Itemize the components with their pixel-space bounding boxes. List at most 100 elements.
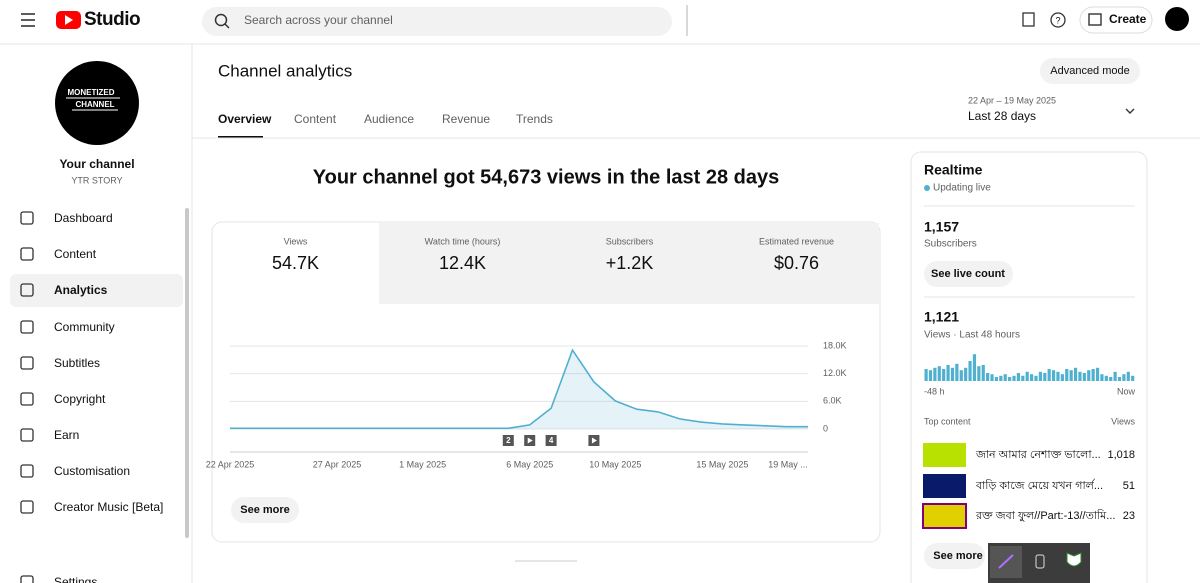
realtime-bar xyxy=(1104,375,1108,381)
thumbnail[interactable] xyxy=(923,474,966,498)
realtime-bar xyxy=(1126,371,1130,381)
search-icon-handle xyxy=(224,23,230,29)
metric-label: Views xyxy=(284,236,308,246)
realtime-bar xyxy=(1100,374,1104,381)
nav-icon[interactable] xyxy=(20,575,34,583)
nav-icon[interactable] xyxy=(20,211,34,225)
x-tick-label: 22 Apr 2025 xyxy=(206,459,255,469)
nav-item[interactable]: Subtitles xyxy=(54,356,100,370)
realtime-bar xyxy=(933,367,937,381)
realtime-bar xyxy=(1078,371,1082,381)
toolbar-usb[interactable] xyxy=(1035,554,1045,569)
content-title[interactable]: বাড়ি কাজে মেয়ে যখন গার্ল... xyxy=(975,479,1103,492)
help-icon[interactable] xyxy=(1050,12,1066,28)
help-mark: ? xyxy=(1055,15,1060,25)
realtime-bar xyxy=(1021,375,1025,381)
nav-icon[interactable] xyxy=(20,392,34,406)
advanced-mode-label: Advanced mode xyxy=(1050,65,1130,77)
realtime-bar xyxy=(977,366,981,381)
metric-cell[interactable] xyxy=(713,223,879,304)
thumbnail[interactable] xyxy=(922,503,967,529)
nav-item[interactable]: Copyright xyxy=(54,392,106,406)
rt-see-more-button[interactable] xyxy=(924,543,985,569)
realtime-bar xyxy=(968,361,972,381)
x-tick-label: 1 May 2025 xyxy=(399,459,446,469)
menu-button[interactable] xyxy=(21,13,35,27)
video-marker-icon xyxy=(527,437,533,444)
nav-icon[interactable] xyxy=(20,356,34,370)
rt-see-more-label: See more xyxy=(933,550,983,562)
toolbar-pen-icon xyxy=(998,554,1014,569)
realtime-bar xyxy=(1034,375,1038,381)
x-tick-label: 27 Apr 2025 xyxy=(313,459,362,469)
nav-item[interactable]: Earn xyxy=(54,428,79,442)
tab[interactable]: Trends xyxy=(516,112,553,126)
logo-text[interactable]: Studio xyxy=(84,9,141,30)
live-count-button[interactable] xyxy=(924,261,1013,287)
metric-label: Estimated revenue xyxy=(759,236,834,246)
y-tick-label: 6.0K xyxy=(823,396,842,406)
nav-item[interactable]: Community xyxy=(54,320,115,334)
content-title[interactable]: রক্ত জবা ফুল//Part:-13//তামি... xyxy=(975,509,1115,522)
line xyxy=(230,348,808,430)
realtime-bar xyxy=(999,375,1003,381)
nav-icon[interactable] xyxy=(20,500,34,514)
metric-cell[interactable] xyxy=(546,223,713,304)
scrollbar[interactable] xyxy=(185,208,189,538)
annotation-marker[interactable] xyxy=(545,435,557,446)
nav-active-bg xyxy=(10,274,183,307)
nav-icon[interactable] xyxy=(20,464,34,478)
tab[interactable]: Content xyxy=(294,112,337,126)
realtime-bar xyxy=(1069,370,1073,381)
views-label: Views · Last 48 hours xyxy=(924,330,1020,341)
metric-cell[interactable] xyxy=(379,223,546,304)
advanced-mode-button[interactable] xyxy=(1040,58,1140,84)
feedback-icon[interactable] xyxy=(1022,12,1035,27)
realtime-bar xyxy=(955,363,959,381)
search-icon xyxy=(214,13,228,27)
logo-play xyxy=(65,15,73,25)
metric-value: +1.2K xyxy=(606,253,654,273)
nav-icon[interactable] xyxy=(20,320,34,334)
realtime-card xyxy=(910,151,1148,583)
nav-item[interactable]: Customisation xyxy=(54,464,130,478)
period-chevron[interactable] xyxy=(1125,108,1135,114)
see-more-button[interactable] xyxy=(231,497,299,523)
search-box[interactable] xyxy=(202,7,672,36)
page-title: Channel analytics xyxy=(218,61,352,80)
tab[interactable]: Revenue xyxy=(442,112,490,126)
realtime-bar xyxy=(972,354,977,381)
bars-end-label: Now xyxy=(1117,386,1136,396)
metric-value: 12.4K xyxy=(439,253,486,273)
realtime-bar xyxy=(964,367,968,381)
bars-start-label: -48 h xyxy=(924,386,945,396)
nav-icon[interactable] xyxy=(20,247,34,261)
nav-item[interactable]: Content xyxy=(54,247,97,261)
account-avatar[interactable] xyxy=(1165,7,1189,31)
annotation-label: 2 xyxy=(506,436,511,445)
thumbnail[interactable] xyxy=(923,443,966,467)
toolbar-shield[interactable] xyxy=(1066,552,1082,567)
annotation-marker[interactable] xyxy=(502,435,514,446)
tab[interactable]: Overview xyxy=(218,112,272,126)
nav-item[interactable]: Analytics xyxy=(54,283,108,297)
views-count: 1,121 xyxy=(924,309,959,325)
channel-avatar[interactable] xyxy=(55,61,139,145)
realtime-bar xyxy=(990,374,994,381)
search-placeholder: Search across your channel xyxy=(244,13,393,27)
nav-item[interactable]: Creator Music [Beta] xyxy=(54,500,163,514)
create-label: Create xyxy=(1109,12,1147,26)
nav-item[interactable]: Dashboard xyxy=(54,211,113,225)
realtime-bar xyxy=(1008,377,1012,381)
realtime-bar xyxy=(946,365,950,381)
content-title[interactable]: জান আমার নেশাক্ত ভালো... xyxy=(975,449,1101,461)
period[interactable]: Last 28 days xyxy=(968,109,1036,123)
tab[interactable]: Audience xyxy=(364,112,414,126)
nav-item[interactable]: Settings xyxy=(54,575,97,583)
nav-icon[interactable] xyxy=(20,428,34,442)
realtime-bar xyxy=(937,366,941,381)
realtime-bar xyxy=(1012,375,1016,381)
nav-icon[interactable] xyxy=(20,283,34,297)
realtime-bar xyxy=(1051,370,1056,381)
content-views: 1,018 xyxy=(1107,449,1135,461)
